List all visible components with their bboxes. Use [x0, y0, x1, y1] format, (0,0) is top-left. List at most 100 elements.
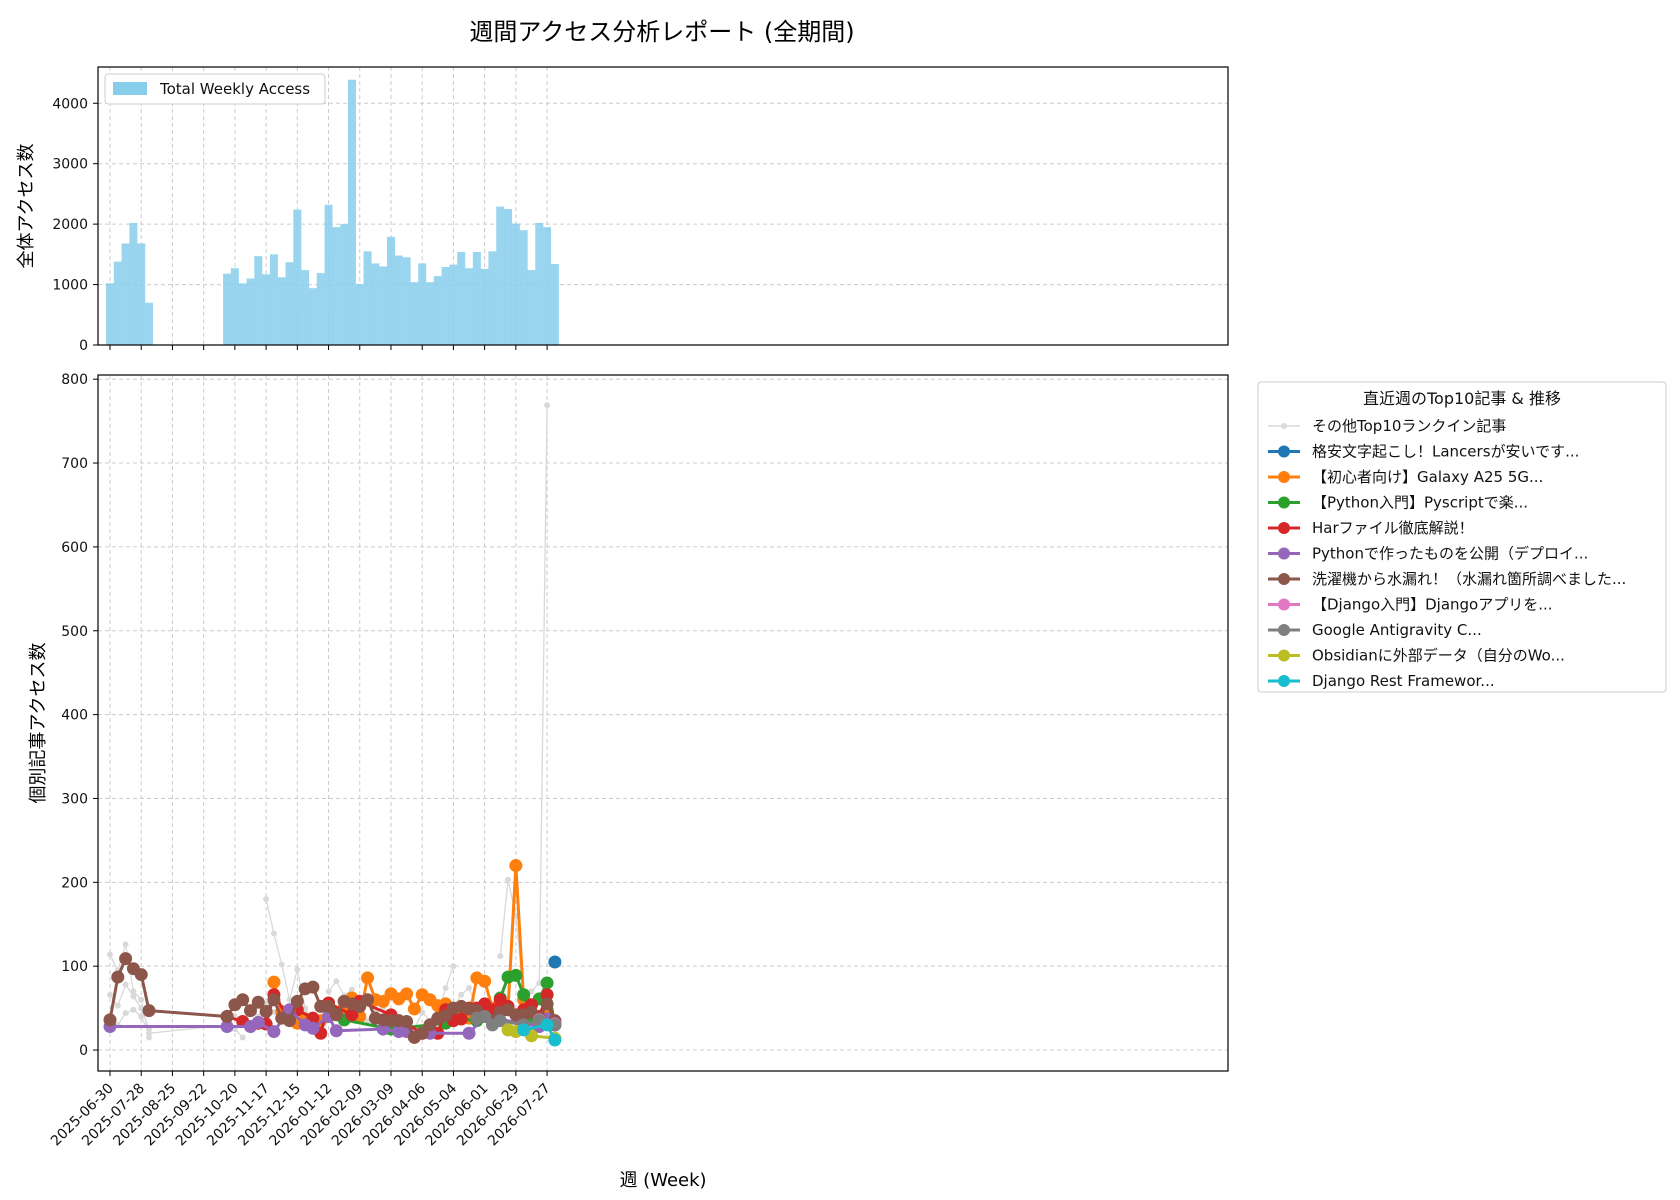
article-series-point-5: [267, 1025, 281, 1039]
top-legend-label: Total Weekly Access: [159, 80, 310, 98]
article-series-point-6: [322, 999, 336, 1013]
article-series-point-8: [478, 1009, 492, 1023]
legend-marker-1: [1278, 445, 1290, 458]
other-article-point: [458, 991, 465, 998]
total-access-bar: [129, 222, 138, 345]
article-series-line-2: [272, 864, 556, 1025]
other-article-point: [544, 402, 551, 409]
article-series-point-2: [361, 971, 375, 985]
total-access-bar: [410, 282, 419, 345]
other-article-point: [122, 981, 129, 988]
article-series-point-5: [376, 1022, 390, 1036]
total-access-bar: [254, 256, 263, 345]
other-article-point: [138, 996, 145, 1003]
legend-marker-3: [1278, 496, 1290, 509]
legend-label-7: 【Django入門】Djangoアプリを...: [1312, 596, 1553, 614]
article-series-point-5: [251, 1015, 265, 1029]
article-series-point-6: [243, 1004, 257, 1018]
article-series-point-6: [415, 1026, 429, 1040]
legend-label-5: Pythonで作ったものを公開（デプロイ...: [1312, 545, 1588, 563]
article-series-point-2: [267, 975, 281, 989]
total-access-bar: [340, 224, 349, 345]
bottom-ytick-label: 200: [61, 875, 88, 891]
bottom-ytick-label: 0: [79, 1043, 88, 1059]
article-series-point-2: [478, 974, 492, 988]
article-series-point-2: [407, 1002, 421, 1016]
other-article-point: [122, 1010, 129, 1017]
article-series-point-6: [236, 993, 250, 1007]
article-series-point-4: [540, 988, 554, 1002]
other-article-point: [130, 1006, 137, 1013]
legend-label-1: 格安文字起こし！Lancersが安いです...: [1312, 443, 1579, 461]
bottom-ytick-label: 100: [61, 959, 88, 975]
other-article-point: [130, 988, 137, 995]
other-article-point: [146, 1030, 153, 1037]
legend-marker-9: [1278, 649, 1290, 662]
top-plot-frame: [97, 66, 1229, 346]
other-article-point: [263, 896, 270, 903]
total-access-bar: [379, 266, 388, 345]
top-ytick-label: 0: [79, 338, 88, 354]
other-article-point: [294, 966, 301, 973]
other-article-line: [499, 405, 548, 1000]
legend-marker-6: [1278, 573, 1290, 585]
article-series-point-1: [548, 955, 562, 969]
total-access-bar: [386, 236, 395, 345]
bottom-ytick-label: 800: [61, 372, 88, 388]
total-access-bar: [441, 267, 450, 345]
total-access-bar: [347, 79, 356, 345]
total-access-bar: [394, 255, 403, 345]
bottom-ytick-label: 400: [61, 708, 88, 724]
legend-label-8: Google Antigravity C...: [1312, 621, 1482, 639]
total-access-bar: [527, 270, 536, 345]
legend-marker-10: [1278, 675, 1290, 687]
other-article-point: [450, 963, 457, 970]
bottom-legend: 直近週のTop10記事 & 推移 その他Top10ランクイン記事格安文字起こし！…: [1257, 381, 1667, 693]
article-series-point-6: [142, 1004, 156, 1018]
total-access-bar: [308, 288, 317, 345]
article-access-line-chart: 0 100 200 300 400 500 600 700 800 2025-06-302025…: [28, 372, 1229, 1191]
total-access-bar: [496, 206, 505, 345]
top-y-axis-label: 全体アクセス数: [16, 143, 37, 268]
top-ytick-label: 3000: [52, 157, 88, 173]
other-article-point: [348, 986, 355, 993]
total-access-bar: [277, 277, 286, 345]
legend-marker-2: [1278, 471, 1290, 483]
other-article-point: [130, 993, 137, 1000]
other-article-point: [442, 984, 449, 991]
top-legend-swatch: [113, 82, 147, 95]
other-article-point: [278, 961, 285, 968]
bottom-ytick-label: 700: [61, 456, 88, 472]
total-access-bar: [230, 268, 239, 345]
legend-marker-0: [1281, 423, 1287, 429]
article-series-point-6: [329, 1008, 343, 1022]
bottom-ytick-label: 500: [61, 624, 88, 640]
total-access-bar: [363, 251, 372, 345]
bottom-plot-frame: [97, 374, 1229, 1072]
total-access-bar: [465, 268, 474, 345]
legend-label-9: Obsidianに外部データ（自分のWo...: [1312, 647, 1565, 665]
article-series-point-4: [454, 1012, 468, 1026]
other-article-point: [466, 984, 473, 991]
other-article-point: [270, 930, 277, 937]
total-access-bar: [145, 302, 154, 345]
total-access-bar: [262, 274, 271, 345]
total-access-bar: [301, 270, 310, 345]
total-access-bar: [324, 204, 333, 345]
article-series-point-2: [509, 859, 523, 873]
article-series-point-6: [540, 997, 554, 1011]
bottom-y-axis-ticks: 0 100 200 300 400 500 600 700 800: [61, 372, 98, 1059]
total-access-bar: [293, 209, 302, 345]
top-y-axis-ticks: 0 1000 2000 3000 4000: [52, 96, 98, 354]
bottom-grid: [98, 375, 1228, 1071]
bottom-legend-box: [1257, 381, 1667, 693]
article-series-point-8: [493, 1014, 507, 1028]
other-article-point: [114, 1002, 121, 1009]
total-access-bar-chart: 0 1000 2000 3000 4000 全体アクセス数 Total Weekly A…: [16, 66, 1229, 354]
other-article-point: [333, 978, 340, 985]
total-access-bar: [457, 251, 466, 345]
article-series-point-3: [517, 988, 531, 1002]
article-series-point-6: [400, 1015, 414, 1029]
